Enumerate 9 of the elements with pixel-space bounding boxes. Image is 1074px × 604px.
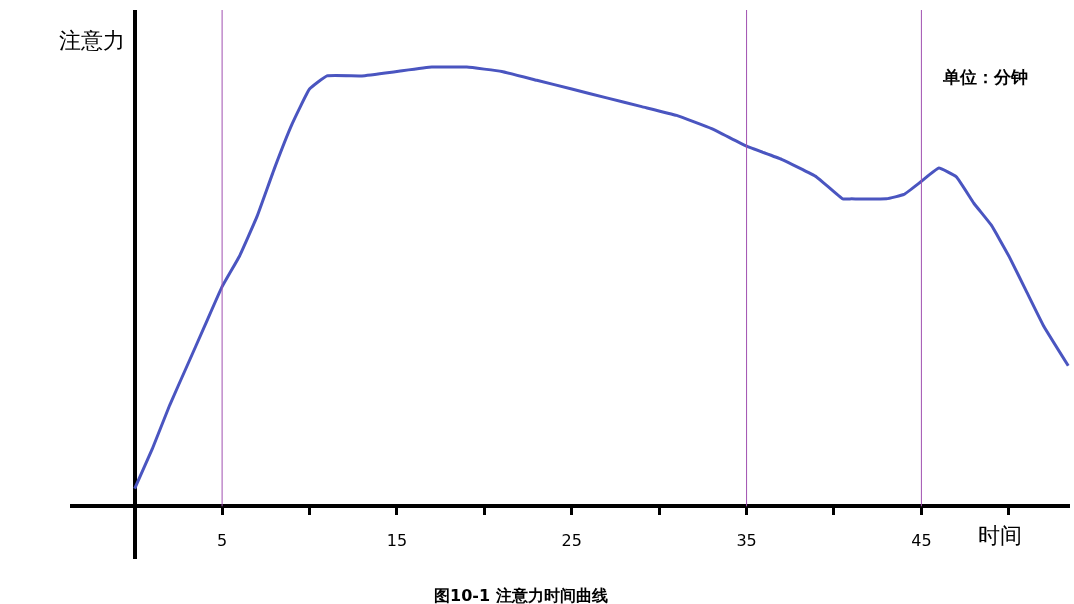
x-tick-label: 15: [386, 531, 408, 551]
x-axis-title: 时间: [978, 523, 1022, 548]
text: 图10-1 注意力时间曲线: [434, 585, 608, 604]
x-tick-label: 45: [911, 531, 932, 551]
annotation: 单位：分钟: [942, 67, 1028, 87]
x-tick-label: 35: [736, 531, 757, 551]
x-tick-label: 25: [561, 531, 582, 551]
y-axis-title: 注意力: [59, 28, 125, 53]
x-tick-label: 5: [217, 531, 228, 551]
